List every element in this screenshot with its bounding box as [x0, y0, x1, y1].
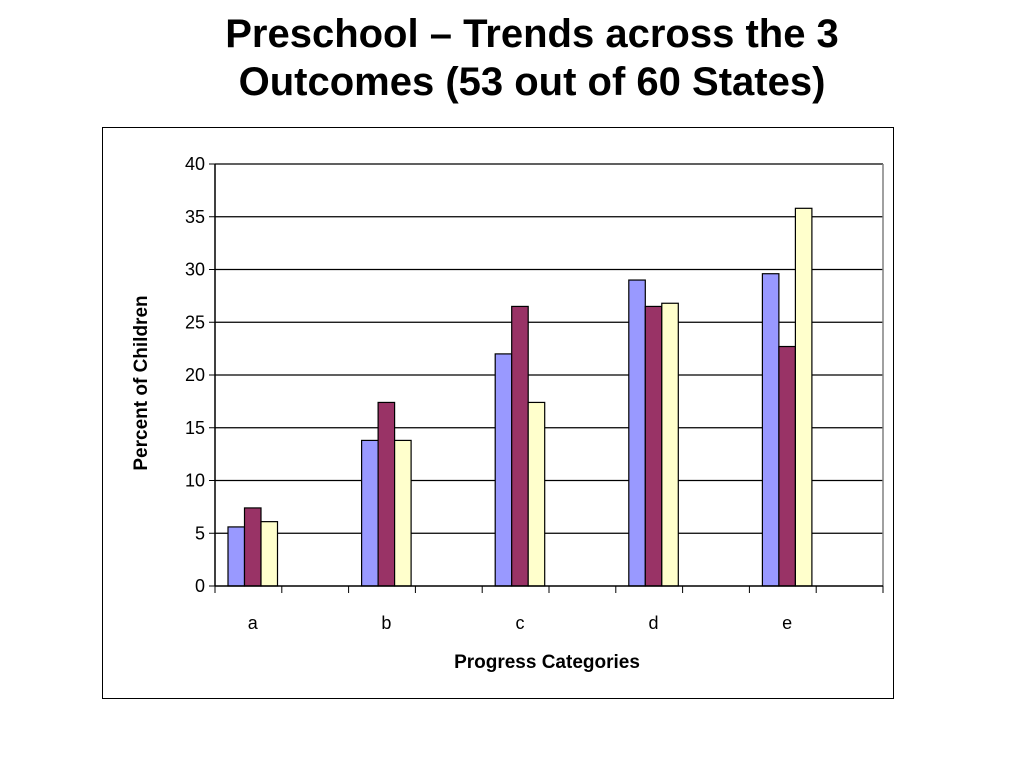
y-tick-label: 35 — [185, 207, 205, 227]
y-tick-label: 25 — [185, 312, 205, 332]
bar-series-3-b — [394, 439, 412, 587]
bar-series-3-a — [260, 521, 279, 587]
bar-series-1-d — [628, 279, 646, 587]
tick-labels: 0 5 10 15 20 25 30 35 40 a b c d e — [185, 154, 792, 633]
bars — [227, 207, 813, 587]
y-tick-label: 30 — [185, 260, 205, 280]
chart-frame: 0 5 10 15 20 25 30 35 40 a b c d e Progress Categorie… — [102, 127, 894, 699]
bar-series-1-b — [361, 439, 379, 587]
gridlines — [215, 163, 883, 534]
bar-series-1-e — [761, 273, 780, 587]
axes — [209, 163, 884, 593]
y-tick-label: 0 — [195, 576, 205, 596]
y-axis-title: Percent of Children — [131, 295, 152, 470]
bar-series-2-b — [377, 401, 396, 587]
x-tick-label: b — [381, 613, 391, 633]
bar-series-3-e — [794, 207, 813, 587]
x-tick-label: a — [248, 613, 259, 633]
bar-series-2-c — [511, 305, 529, 587]
y-tick-label: 40 — [185, 154, 205, 174]
bar-series-1-a — [227, 526, 246, 587]
x-axis-title: Progress Categories — [454, 652, 640, 673]
y-tick-label: 10 — [185, 471, 205, 491]
bar-series-1-c — [494, 353, 513, 587]
chart-title: Preschool – Trends across the 3 Outcomes… — [0, 10, 1024, 106]
bar-series-2-d — [644, 305, 663, 587]
x-tick-label: c — [515, 613, 524, 633]
y-tick-label: 20 — [185, 365, 205, 385]
bar-series-2-e — [778, 345, 797, 587]
x-tick-label: e — [782, 613, 792, 633]
bar-series-3-d — [661, 302, 679, 587]
chart-title-line-1: Preschool – Trends across the 3 — [225, 12, 839, 56]
chart-title-line-2: Outcomes (53 out of 60 States) — [238, 60, 826, 104]
bar-chart: 0 5 10 15 20 25 30 35 40 a b c d e Progress Categorie… — [131, 154, 884, 673]
y-tick-label: 5 — [195, 523, 205, 543]
y-tick-label: 15 — [185, 418, 205, 438]
bar-series-2-a — [243, 507, 262, 587]
bar-series-3-c — [527, 401, 546, 587]
x-tick-label: d — [649, 613, 659, 633]
